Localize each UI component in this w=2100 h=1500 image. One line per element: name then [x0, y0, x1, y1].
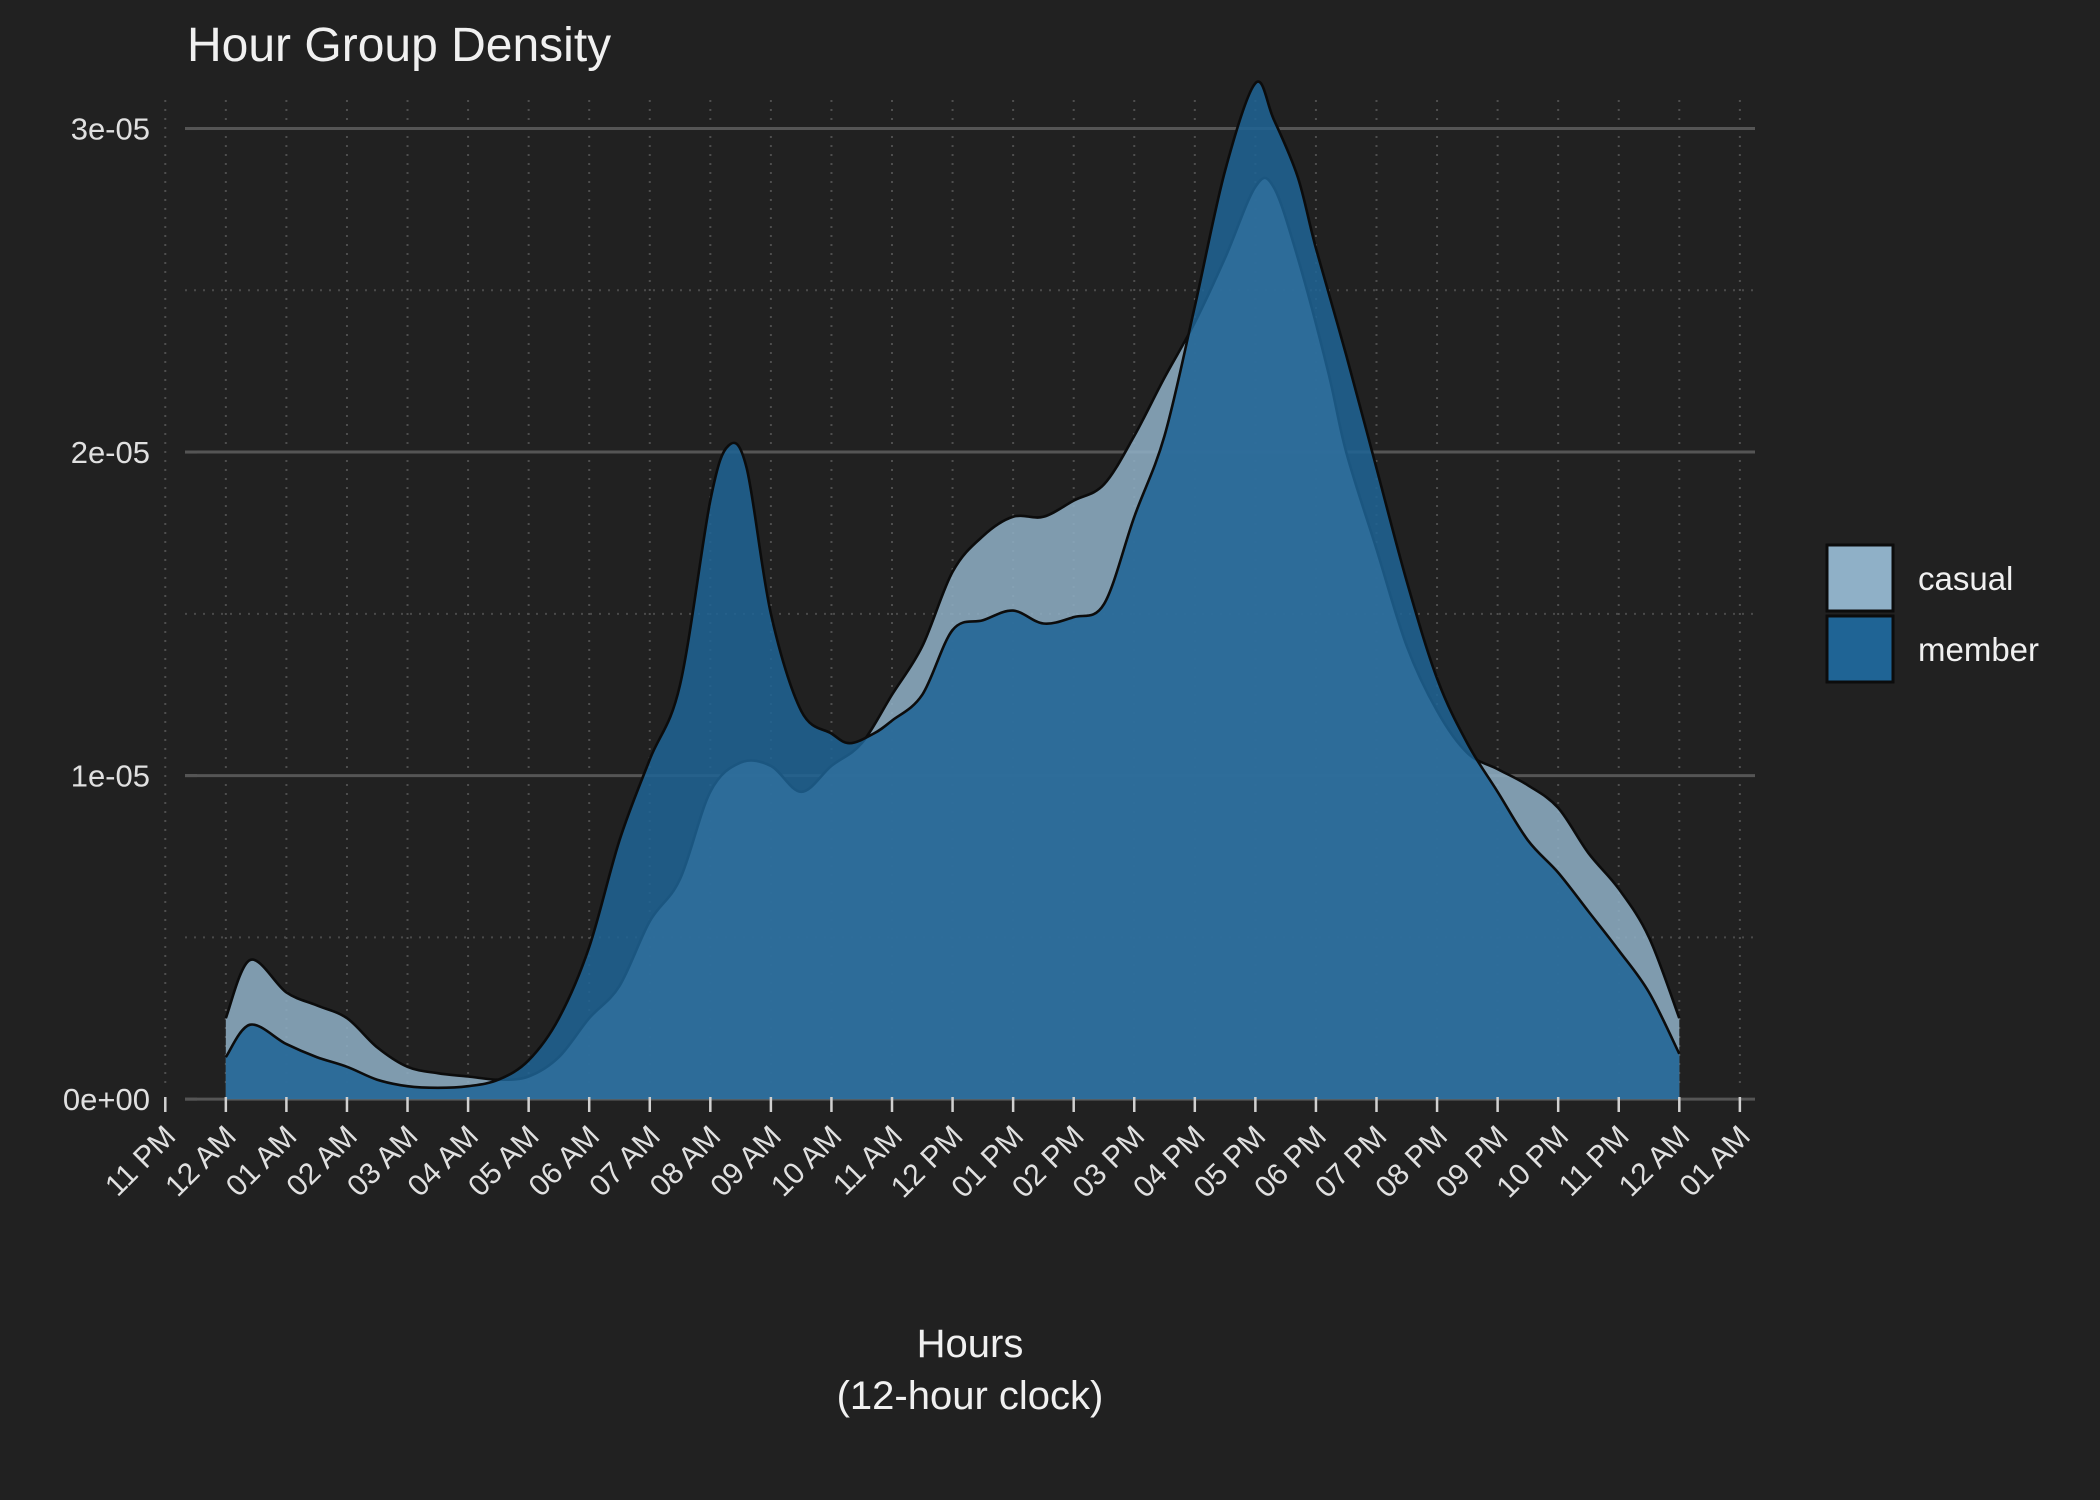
x-axis-title-line-1: Hours	[917, 1322, 1024, 1366]
y-tick-label: 3e-05	[71, 112, 150, 147]
density-area-member	[225, 81, 1680, 1100]
chart-title: Hour Group Density	[187, 19, 611, 72]
y-tick-label: 0e+00	[63, 1082, 150, 1117]
legend-label-casual: casual	[1918, 560, 2013, 597]
density-line-member	[224, 80, 1681, 1090]
y-tick-label: 2e-05	[71, 435, 150, 470]
legend-key-member	[1825, 614, 1895, 684]
legend-label-member: member	[1918, 631, 2039, 668]
y-axis: 0e+00 1e-05 2e-05 3e-05	[63, 112, 197, 1117]
y-tick-label: 1e-05	[71, 759, 150, 794]
legend: casual member	[1825, 543, 2039, 684]
legend-key-casual	[1825, 543, 1895, 613]
x-axis-title-line-2: (12-hour clock)	[837, 1374, 1104, 1418]
density-areas	[224, 80, 1681, 1100]
